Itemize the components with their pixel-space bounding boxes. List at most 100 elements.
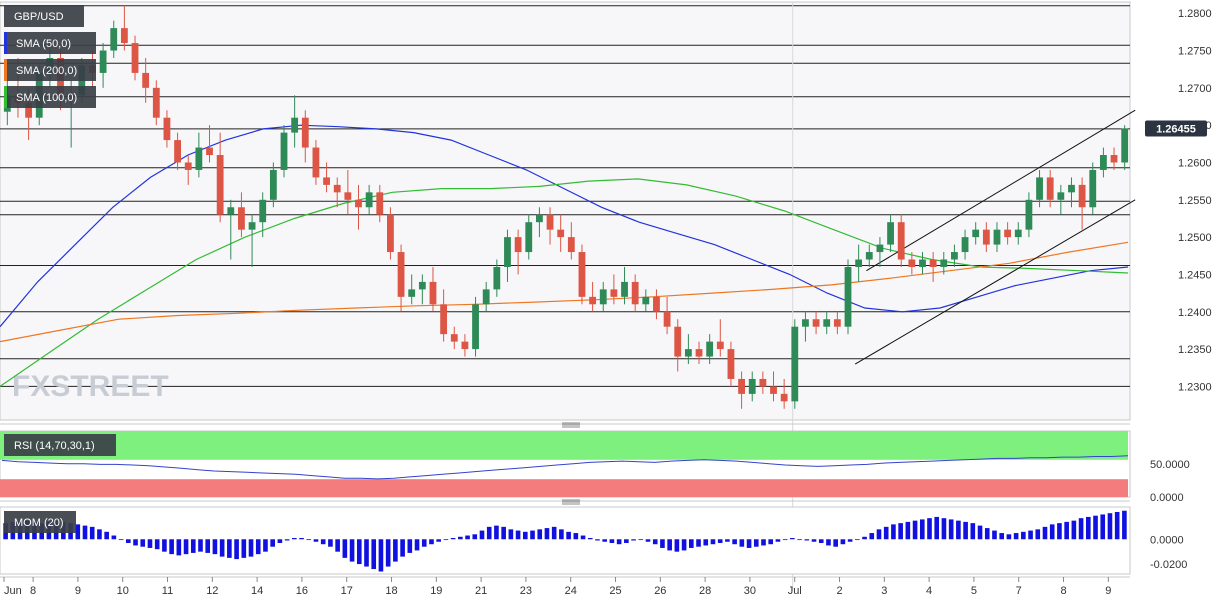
candle-body: [1110, 155, 1118, 163]
mom-bar: [869, 533, 875, 540]
candle-down: [663, 296, 671, 335]
price-tick-label: 1.2700: [1178, 83, 1212, 95]
candle-body: [25, 102, 33, 118]
candle-up: [919, 252, 926, 275]
date-tick-label: 17: [341, 585, 353, 597]
mom-bar: [1122, 510, 1127, 540]
candle-down: [610, 274, 618, 305]
price-tick-label: 1.2550: [1178, 195, 1212, 207]
candle-down: [727, 341, 735, 387]
mom-tick-label: 0.0000: [1150, 534, 1184, 546]
mom-bar: [587, 538, 593, 540]
mom-bar: [1057, 523, 1062, 540]
mom-bar: [371, 539, 377, 570]
mom-bar: [1035, 529, 1041, 540]
mom-bar: [126, 539, 131, 543]
candle-up: [1099, 147, 1107, 178]
legend-title: GBP/USD: [14, 11, 64, 23]
candle-body: [791, 326, 799, 402]
mom-bar: [573, 533, 579, 540]
mom-bar: [277, 539, 283, 543]
candle-down: [152, 80, 160, 126]
candle-body: [706, 341, 714, 357]
rsi-overbought-zone: [0, 431, 1128, 460]
trend-channel: [854, 109, 1136, 365]
mom-bar: [660, 539, 665, 548]
mom-bar: [826, 539, 831, 546]
mom-bar: [270, 539, 275, 547]
candle-up: [525, 214, 533, 260]
mom-bar: [559, 529, 564, 540]
mom-bar: [703, 539, 709, 546]
candle-up: [418, 274, 426, 305]
candle-down: [514, 229, 522, 275]
date-tick-label: 23: [520, 585, 532, 597]
candle-body: [823, 319, 831, 327]
mom-bar: [624, 539, 629, 543]
candle-body: [238, 207, 245, 230]
candle-down: [1078, 177, 1086, 230]
candle-down: [163, 110, 171, 148]
candle-down: [738, 371, 745, 409]
candle-down: [461, 334, 469, 357]
candle-body: [972, 229, 980, 238]
mom-bar: [652, 539, 658, 545]
mom-bar: [674, 539, 680, 552]
candle-body: [493, 266, 501, 290]
sma-100-line: [0, 178, 1129, 387]
candle-body: [557, 229, 565, 238]
candle-body: [259, 199, 267, 223]
mom-bar: [1085, 516, 1091, 540]
candle-body: [291, 117, 299, 133]
candle-down: [323, 162, 330, 193]
mom-bar: [919, 519, 925, 540]
rsi-title: RSI (14,70,30,1): [14, 440, 95, 452]
watermark: FXSTREET: [12, 370, 169, 403]
candle-up: [1014, 222, 1022, 245]
mom-bar: [465, 535, 470, 540]
mom-bar: [190, 539, 196, 553]
candle-down: [301, 110, 309, 163]
candle-body: [418, 281, 426, 290]
mom-bar: [450, 538, 456, 540]
candle-body: [387, 214, 394, 253]
mom-bar: [941, 518, 947, 540]
candle-down: [982, 222, 990, 253]
legend-item-swatch: [4, 32, 7, 54]
candle-down: [557, 214, 565, 253]
candle-down: [238, 192, 245, 238]
candle-down: [1004, 222, 1012, 245]
mom-bar: [89, 526, 95, 540]
candle-body: [567, 237, 575, 253]
candle-body: [759, 378, 767, 387]
mom-bar: [1114, 511, 1120, 540]
mom-bar: [82, 525, 88, 540]
candle-body: [1014, 229, 1022, 238]
price-tick-label: 1.2400: [1178, 307, 1212, 319]
mom-bar: [775, 539, 781, 542]
candle-body: [429, 281, 437, 305]
mom-bar: [725, 539, 730, 542]
mom-bar: [292, 538, 297, 540]
candle-down: [833, 311, 841, 335]
candle-body: [855, 259, 863, 267]
mom-bar: [645, 539, 651, 542]
candle-up: [993, 222, 1001, 253]
candle-up: [887, 214, 894, 253]
candle-body: [982, 229, 990, 245]
price-tick-label: 1.2600: [1178, 157, 1212, 169]
candle-body: [131, 43, 139, 73]
date-tick-label: 24: [565, 585, 577, 597]
rsi-line: [1, 455, 1129, 480]
mom-bar: [486, 526, 492, 540]
candle-down: [312, 140, 320, 185]
mom-bar: [530, 530, 535, 540]
candle-down: [695, 341, 703, 365]
mom-bar: [436, 539, 441, 542]
candle-body: [216, 155, 224, 215]
price-tick-label: 1.2500: [1178, 232, 1212, 244]
candle-body: [1025, 199, 1033, 230]
candle-body: [1068, 184, 1075, 193]
candle-down: [429, 266, 437, 312]
